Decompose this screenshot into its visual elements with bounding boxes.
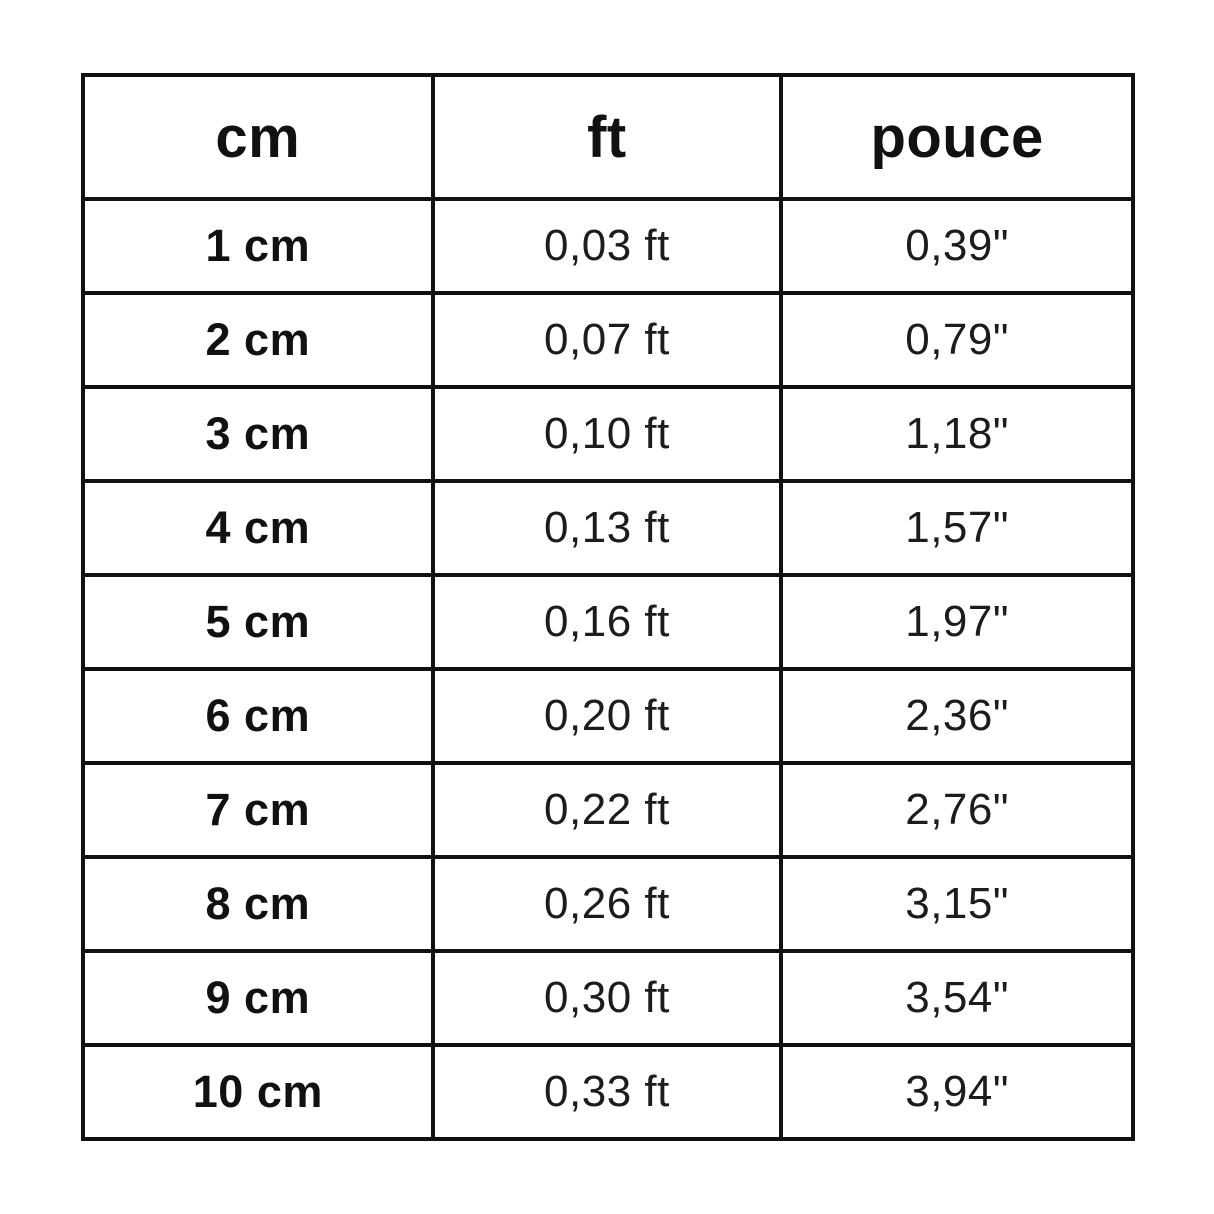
cell-pouce: 2,76" bbox=[779, 761, 1135, 859]
cell-ft: 0,07 ft bbox=[430, 291, 784, 389]
cell-ft: 0,13 ft bbox=[430, 479, 784, 577]
table-row: 6 cm 0,20 ft 2,36" bbox=[81, 667, 1135, 765]
cell-cm: 2 cm bbox=[81, 291, 435, 389]
cell-ft: 0,33 ft bbox=[430, 1043, 784, 1141]
cell-cm: 1 cm bbox=[81, 197, 435, 295]
table-row: 4 cm 0,13 ft 1,57" bbox=[81, 479, 1135, 577]
table-row: 5 cm 0,16 ft 1,97" bbox=[81, 573, 1135, 671]
table-row: 10 cm 0,33 ft 3,94" bbox=[81, 1043, 1135, 1141]
cell-cm: 8 cm bbox=[81, 855, 435, 953]
cell-pouce: 1,18" bbox=[779, 385, 1135, 483]
cell-ft: 0,30 ft bbox=[430, 949, 784, 1047]
cell-ft: 0,20 ft bbox=[430, 667, 784, 765]
cell-cm: 4 cm bbox=[81, 479, 435, 577]
cell-cm: 3 cm bbox=[81, 385, 435, 483]
cell-cm: 6 cm bbox=[81, 667, 435, 765]
cell-pouce: 1,57" bbox=[779, 479, 1135, 577]
header-cell-cm: cm bbox=[81, 73, 435, 201]
table-row: 3 cm 0,10 ft 1,18" bbox=[81, 385, 1135, 483]
cell-cm: 10 cm bbox=[81, 1043, 435, 1141]
cell-pouce: 3,54" bbox=[779, 949, 1135, 1047]
cell-ft: 0,03 ft bbox=[430, 197, 784, 295]
cell-cm: 5 cm bbox=[81, 573, 435, 671]
cell-ft: 0,10 ft bbox=[430, 385, 784, 483]
cell-pouce: 0,79" bbox=[779, 291, 1135, 389]
cell-pouce: 3,15" bbox=[779, 855, 1135, 953]
header-cell-pouce: pouce bbox=[779, 73, 1135, 201]
table-header-row: cm ft pouce bbox=[81, 73, 1135, 201]
cell-ft: 0,22 ft bbox=[430, 761, 784, 859]
cell-pouce: 3,94" bbox=[779, 1043, 1135, 1141]
table-row: 2 cm 0,07 ft 0,79" bbox=[81, 291, 1135, 389]
cell-cm: 7 cm bbox=[81, 761, 435, 859]
cell-ft: 0,16 ft bbox=[430, 573, 784, 671]
table-row: 9 cm 0,30 ft 3,54" bbox=[81, 949, 1135, 1047]
table-row: 1 cm 0,03 ft 0,39" bbox=[81, 197, 1135, 295]
conversion-table: cm ft pouce 1 cm 0,03 ft 0,39" 2 cm 0,07… bbox=[81, 73, 1135, 1141]
cell-cm: 9 cm bbox=[81, 949, 435, 1047]
table-row: 7 cm 0,22 ft 2,76" bbox=[81, 761, 1135, 859]
cell-pouce: 2,36" bbox=[779, 667, 1135, 765]
cell-pouce: 0,39" bbox=[779, 197, 1135, 295]
cell-pouce: 1,97" bbox=[779, 573, 1135, 671]
table-row: 8 cm 0,26 ft 3,15" bbox=[81, 855, 1135, 953]
header-cell-ft: ft bbox=[430, 73, 784, 201]
cell-ft: 0,26 ft bbox=[430, 855, 784, 953]
